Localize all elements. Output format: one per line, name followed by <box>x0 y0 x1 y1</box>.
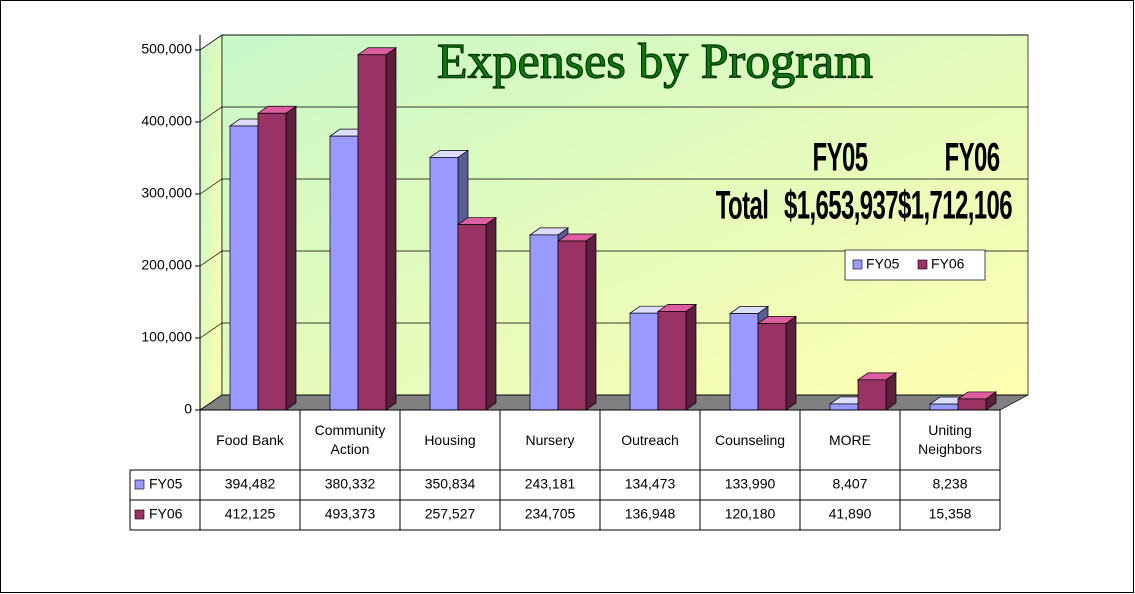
annotation: Total <box>716 182 769 227</box>
table-value: 412,125 <box>225 506 276 522</box>
bar-side <box>485 216 497 411</box>
y-tick-label: 400,000 <box>141 113 192 129</box>
legend-key <box>134 479 145 490</box>
bar-side <box>585 233 597 411</box>
bar <box>557 240 587 411</box>
grid-line <box>199 250 1028 267</box>
table-value: 243,181 <box>525 476 576 492</box>
table-value: 136,948 <box>625 506 676 522</box>
table-value: 257,527 <box>425 506 476 522</box>
legend-key <box>134 509 145 520</box>
x-tick-label: MORE <box>829 431 871 448</box>
table-value: 8,407 <box>832 476 867 492</box>
x-tick-label: Nursery <box>525 431 575 448</box>
bar <box>957 398 987 411</box>
table-series-label: FY05 <box>149 476 183 492</box>
bar-side <box>385 47 397 411</box>
floor <box>198 394 1029 411</box>
annotation: $1,653,937 <box>784 182 898 227</box>
table-value: 350,834 <box>425 476 476 492</box>
y-tick-label: 500,000 <box>141 41 192 57</box>
annotation: FY06 <box>945 134 1000 179</box>
bar-side <box>285 105 297 411</box>
legend-key <box>852 259 863 270</box>
x-tick-label: Counseling <box>714 431 786 448</box>
bar-side <box>785 315 797 411</box>
chart-title: Expenses by Program <box>437 32 873 88</box>
y-tick-label: 200,000 <box>141 257 192 273</box>
bar <box>457 224 487 411</box>
table-value: 8,238 <box>932 476 967 492</box>
legend-box <box>844 249 986 281</box>
bar-side <box>685 303 697 411</box>
bar <box>429 157 459 411</box>
y-tick-label: 100,000 <box>141 329 192 345</box>
table-value: 41,890 <box>829 506 872 522</box>
grid-line <box>199 178 1028 195</box>
side-wall <box>199 34 223 411</box>
table-value: 380,332 <box>325 476 376 492</box>
table-value: 15,358 <box>929 506 972 522</box>
y-tick-label: 300,000 <box>141 185 192 201</box>
bar <box>729 313 759 411</box>
table-value: 134,473 <box>625 476 676 492</box>
bar <box>857 379 887 411</box>
x-tick-label: Housing <box>424 431 476 448</box>
legend-key <box>917 259 928 270</box>
grid-line <box>199 34 1028 51</box>
table-value: 234,705 <box>525 506 576 522</box>
bar <box>657 311 687 411</box>
legend-label: FY06 <box>931 256 965 272</box>
table-value: 133,990 <box>725 476 776 492</box>
table-value: 493,373 <box>325 506 376 522</box>
table-series-label: FY06 <box>149 506 183 522</box>
table-value: 394,482 <box>225 476 276 492</box>
table-value: 120,180 <box>725 506 776 522</box>
x-tick-label: Food Bank <box>216 431 284 448</box>
bar <box>357 54 387 411</box>
bar <box>629 312 659 411</box>
bar <box>329 135 359 411</box>
bar <box>257 112 287 411</box>
annotation: $1,712,106 <box>898 182 1012 227</box>
legend-label: FY05 <box>866 256 900 272</box>
x-tick-label: Outreach <box>621 431 679 448</box>
grid-line <box>199 106 1028 123</box>
x-tick-label: Uniting Neighbors <box>918 422 982 457</box>
x-tick-label: Community Action <box>314 422 386 457</box>
annotation: FY05 <box>813 134 868 179</box>
bar <box>229 125 259 411</box>
bar <box>529 234 559 411</box>
y-tick-label: 0 <box>184 401 192 417</box>
bar <box>757 323 787 411</box>
